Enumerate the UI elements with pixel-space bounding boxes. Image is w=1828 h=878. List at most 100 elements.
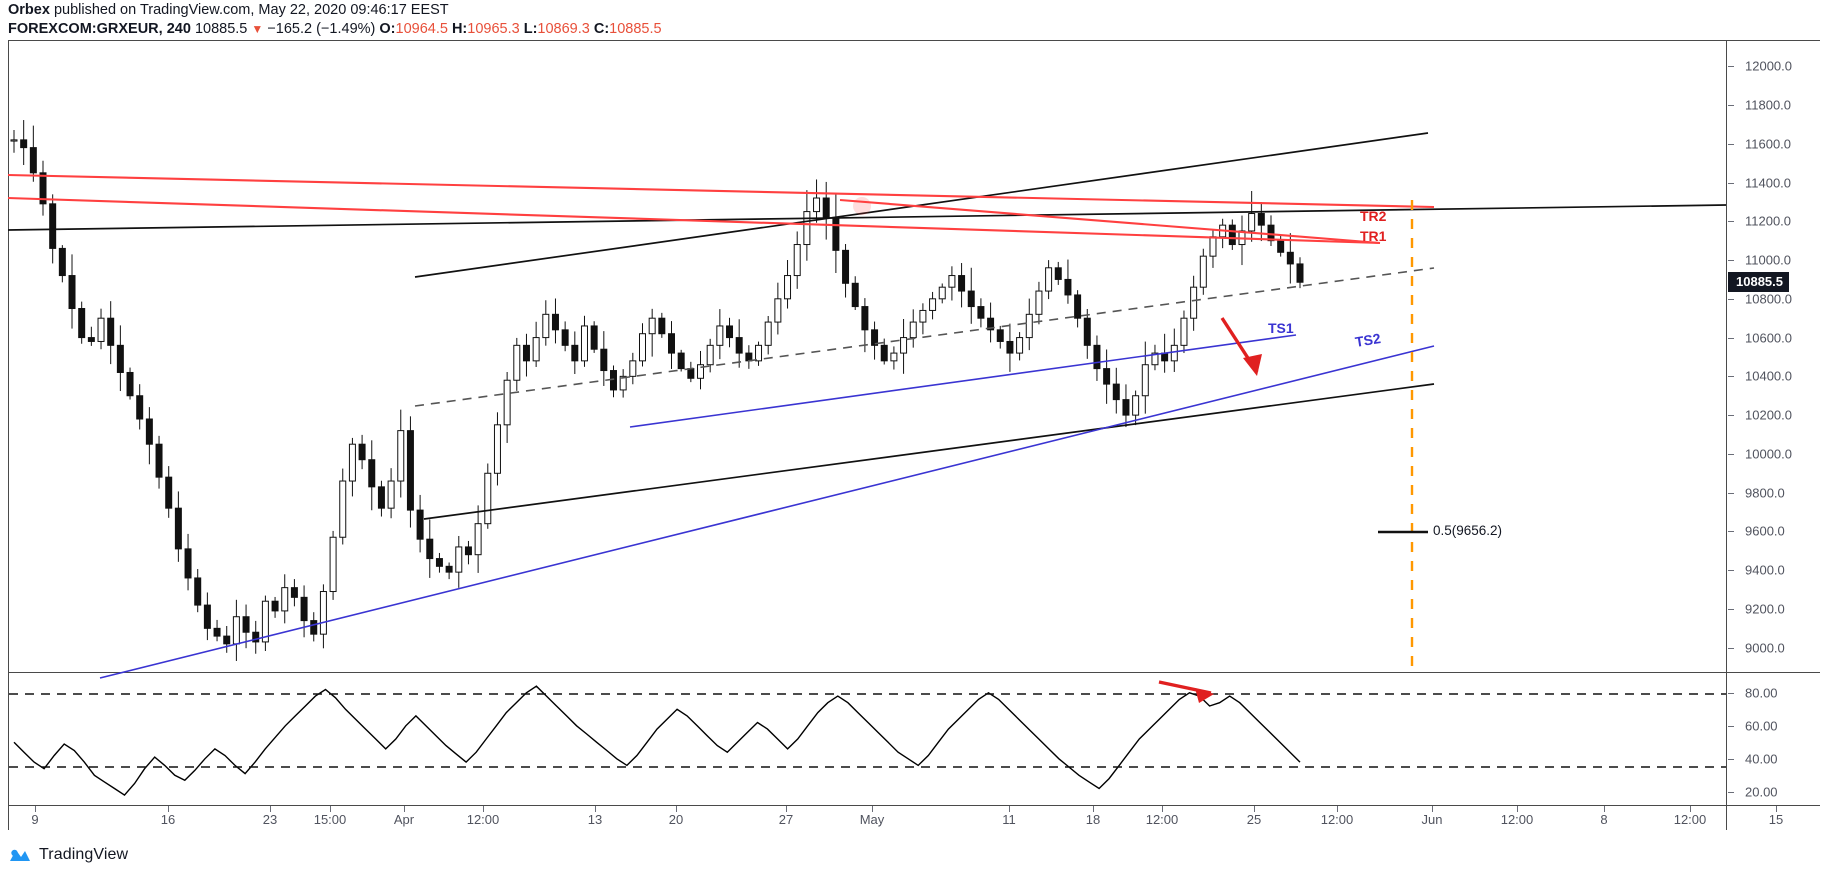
time-tick <box>270 806 271 812</box>
black-channel-upper-overlay <box>414 132 1429 278</box>
time-tick <box>330 806 331 812</box>
candle-body <box>522 344 530 362</box>
candle-body <box>948 275 956 288</box>
candle-body <box>1093 344 1101 370</box>
candle-body <box>1170 344 1178 362</box>
candle-body <box>513 344 521 381</box>
candle-body <box>929 298 937 311</box>
price-axis-label: 12000.0 <box>1745 58 1792 74</box>
time-tick <box>1162 806 1163 812</box>
candle-body <box>1286 251 1294 265</box>
candle-body <box>116 344 124 373</box>
candle-body <box>764 321 772 346</box>
price-axis-divider[interactable] <box>1726 40 1727 830</box>
candle-body <box>813 197 821 213</box>
price-tick <box>1728 221 1734 223</box>
chart-top-border <box>8 40 1820 41</box>
candle-body <box>716 325 724 346</box>
candle-body <box>1248 213 1256 232</box>
tradingview-footer[interactable]: TradingView <box>8 845 128 865</box>
candle-body <box>484 472 492 525</box>
candle-body <box>1054 267 1062 280</box>
time-tick <box>1604 806 1605 812</box>
rsi-tick <box>1728 692 1734 694</box>
candle-body <box>1083 317 1091 346</box>
candle-body <box>281 587 289 612</box>
black-flat-resistance-overlay <box>7 204 1727 231</box>
candle-body <box>39 172 47 205</box>
candle-body <box>319 591 327 635</box>
price-tick <box>1728 143 1734 145</box>
candle-body <box>203 604 211 629</box>
price-axis-label: 9400.0 <box>1745 562 1785 578</box>
candle-body <box>493 424 501 474</box>
candle-body <box>126 371 134 397</box>
time-axis-divider[interactable] <box>8 805 1820 806</box>
candle-body <box>784 275 792 300</box>
candle-body <box>97 317 105 342</box>
time-axis-label: 12:00 <box>1673 812 1707 827</box>
time-axis-label: 23 <box>262 812 278 827</box>
candle-body <box>300 596 308 622</box>
time-tick <box>168 806 169 812</box>
candle-body <box>426 538 434 560</box>
time-axis-label: 16 <box>160 812 176 827</box>
candle-body <box>184 548 192 579</box>
candle-body <box>580 325 588 362</box>
candle-body <box>87 337 95 342</box>
tradingview-logo-icon <box>10 849 30 861</box>
pane-separator[interactable] <box>8 672 1820 673</box>
price-tick <box>1728 66 1734 68</box>
candle-body <box>29 147 37 174</box>
candle-body <box>1228 224 1236 246</box>
publisher-name: Orbex <box>8 2 50 18</box>
rsi-tick <box>1728 791 1734 793</box>
candle-body <box>232 616 240 645</box>
candle-body <box>1277 240 1285 253</box>
candle-body <box>348 443 356 482</box>
price-tick <box>1728 104 1734 106</box>
candle-body <box>145 418 153 445</box>
candle-body <box>958 275 966 292</box>
candle-body <box>261 600 269 643</box>
price-tick <box>1728 647 1734 649</box>
close-value: 10885.5 <box>609 21 662 37</box>
label-tr2: TR2 <box>1360 208 1387 224</box>
down-arrow-icon <box>1220 317 1262 376</box>
price-tick <box>1728 337 1734 339</box>
label-tr1: TR1 <box>1360 228 1387 244</box>
candle-body <box>474 523 482 556</box>
candle-body <box>242 616 250 633</box>
symbol-label[interactable]: FOREXCOM:GRXEUR, 240 <box>8 21 191 37</box>
candle-body <box>542 313 550 339</box>
label-ts1: TS1 <box>1268 320 1294 336</box>
rsi-line <box>13 685 1301 797</box>
candle-body <box>977 306 985 319</box>
candle-body <box>503 379 511 426</box>
candle-body <box>1122 399 1130 416</box>
time-axis-label: 27 <box>778 812 794 827</box>
price-tick <box>1728 492 1734 494</box>
candle-body <box>213 627 221 637</box>
dashed-midline-overlay <box>414 267 1435 407</box>
ts1-overlay <box>629 334 1297 428</box>
low-value: 10869.3 <box>537 21 590 37</box>
candle-body <box>435 558 443 567</box>
candle-body <box>1219 224 1227 238</box>
candle-body <box>880 344 888 362</box>
candle-body <box>165 476 173 509</box>
time-tick <box>404 806 405 812</box>
candle-body <box>387 480 395 509</box>
candle-body <box>155 443 163 478</box>
candle-body <box>561 329 569 346</box>
change-percent: (−1.49%) <box>316 21 376 37</box>
time-axis-label: 12:00 <box>1320 812 1354 827</box>
rsi-axis-label: 40.00 <box>1745 751 1778 767</box>
candle-body <box>1006 340 1014 354</box>
price-tick <box>1728 570 1734 572</box>
candle-body <box>1064 278 1072 296</box>
time-tick <box>786 806 787 812</box>
candle-body <box>194 577 202 606</box>
price-axis-label: 11800.0 <box>1745 97 1792 113</box>
